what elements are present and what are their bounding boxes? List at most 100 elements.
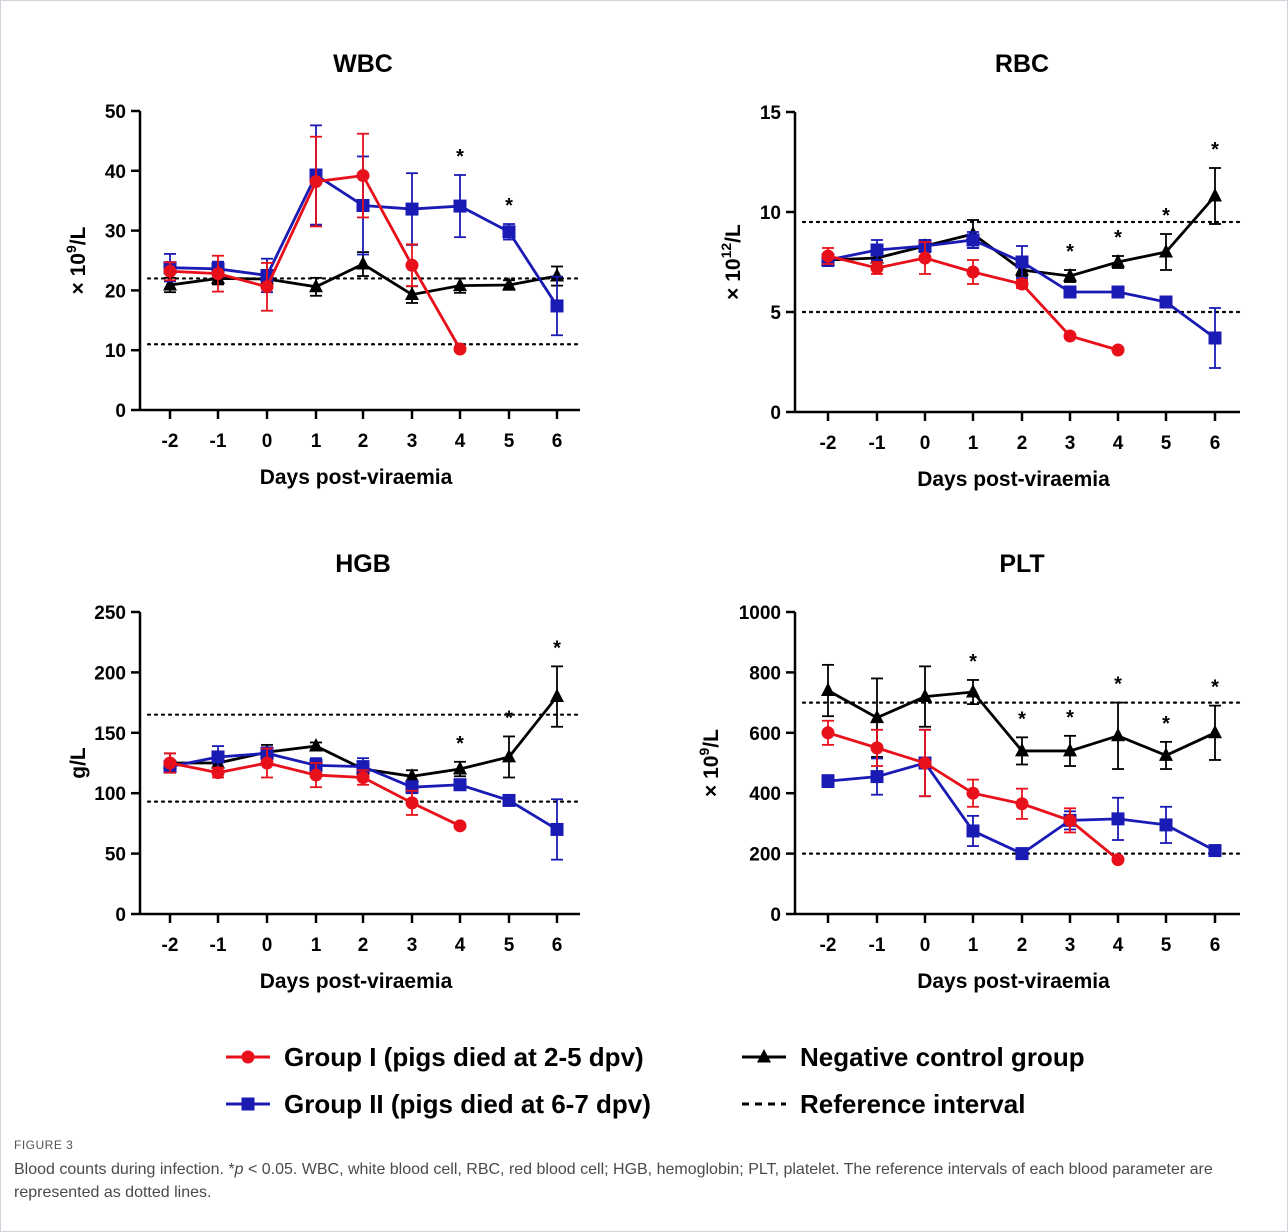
significance-mark: * (1211, 139, 1219, 161)
data-point (1063, 329, 1077, 343)
data-point (821, 726, 835, 740)
significance-mark: * (1211, 677, 1219, 699)
data-point (309, 175, 323, 189)
x-tick-label: 1 (311, 431, 322, 452)
data-point (1111, 853, 1125, 867)
data-point (309, 278, 323, 293)
y-tick-label: 600 (749, 724, 781, 745)
data-point (211, 267, 225, 281)
data-point (453, 199, 467, 213)
data-point (1111, 727, 1125, 742)
y-tick-label: 0 (115, 401, 126, 422)
legend-item-group1: Group I (pigs died at 2-5 dpv) (226, 1042, 644, 1072)
x-tick-label: 4 (1113, 935, 1124, 956)
data-point (870, 709, 884, 724)
y-tick-label: 0 (770, 403, 781, 424)
chart-panel-plt: PLT 0 200 400 600 800 1000 -2 -1 0 1 2 3 4 5 6 Days post… (696, 550, 1242, 993)
data-point (356, 169, 370, 183)
x-tick-label: 6 (1210, 433, 1221, 454)
x-tick-label: 4 (455, 431, 466, 452)
significance-mark: * (456, 146, 464, 168)
data-point (1111, 285, 1125, 299)
x-tick-label: 0 (262, 935, 273, 956)
data-point (502, 276, 516, 291)
data-point (260, 280, 274, 294)
data-point (550, 267, 564, 282)
data-point (453, 760, 467, 775)
y-tick-label: 250 (94, 603, 126, 624)
x-tick-label: 0 (262, 431, 273, 452)
legend-label: Group I (pigs died at 2-5 dpv) (284, 1042, 644, 1072)
data-point (870, 261, 884, 275)
data-point (821, 682, 835, 696)
data-point (1208, 844, 1222, 858)
data-point (163, 276, 177, 291)
y-tick-label: 20 (105, 281, 126, 302)
legend-marker (757, 1048, 771, 1063)
x-tick-label: 3 (407, 431, 418, 452)
x-tick-label: 2 (358, 935, 369, 956)
legend: Group I (pigs died at 2-5 dpv) Group II (… (226, 1042, 1085, 1119)
data-point (1063, 813, 1077, 827)
data-point (966, 233, 980, 247)
data-point (453, 819, 467, 833)
data-point (453, 277, 467, 292)
y-label-unit: /L (722, 224, 745, 243)
x-tick-label: 5 (1161, 433, 1172, 454)
data-point (309, 768, 323, 782)
data-point (1015, 255, 1029, 269)
y-label-exponent: 9 (63, 245, 79, 253)
x-tick-label: 5 (504, 935, 515, 956)
data-point (870, 741, 884, 755)
x-tick-label: -1 (869, 433, 886, 454)
legend-marker (241, 1097, 255, 1111)
data-point (356, 770, 370, 784)
legend-label: Group II (pigs died at 6-7 dpv) (284, 1089, 651, 1119)
x-tick-label: 1 (968, 935, 979, 956)
x-tick-label: 5 (504, 431, 515, 452)
x-tick-label: 1 (968, 433, 979, 454)
data-point (309, 738, 323, 752)
data-point (1208, 331, 1222, 345)
y-tick-label: 200 (749, 845, 781, 866)
data-point (550, 822, 564, 836)
y-tick-label: 5 (770, 303, 781, 324)
data-point (966, 683, 980, 698)
data-point (405, 258, 419, 272)
y-tick-label: 0 (115, 905, 126, 926)
significance-mark: * (553, 637, 561, 659)
y-label-base: × 10 (700, 756, 723, 797)
y-axis-label: × 109/L (63, 226, 90, 294)
data-point (453, 778, 467, 792)
x-tick-label: 0 (920, 433, 931, 454)
significance-mark: * (1114, 227, 1122, 249)
legend-marker (241, 1050, 255, 1064)
legend-item-reference: Reference interval (742, 1089, 1025, 1119)
data-point (918, 251, 932, 265)
data-point (163, 756, 177, 770)
series-group2 (163, 745, 564, 861)
x-tick-label: -1 (210, 935, 227, 956)
y-tick-label: 150 (94, 724, 126, 745)
data-point (1159, 243, 1173, 258)
y-tick-label: 100 (94, 784, 126, 805)
chart-panel-hgb: HGB 0 50 100 150 200 250 -2 -1 0 1 2 3 4 5 6 Days post-v… (67, 550, 582, 993)
data-point (1015, 277, 1029, 291)
data-point (1208, 187, 1222, 202)
data-point (550, 688, 564, 703)
y-label-base: × 10 (722, 258, 745, 299)
x-tick-label: 6 (1210, 935, 1221, 956)
data-point (870, 770, 884, 784)
significance-mark: * (1162, 205, 1170, 227)
x-tick-label: 4 (1113, 433, 1124, 454)
x-tick-label: 3 (407, 935, 418, 956)
data-point (966, 265, 980, 279)
data-point (502, 793, 516, 807)
x-axis-label: Days post-viraemia (917, 970, 1110, 993)
data-point (1159, 295, 1173, 309)
series-group1 (821, 719, 1125, 867)
figure-label: FIGURE 3 (14, 1138, 74, 1152)
x-tick-label: -2 (162, 935, 179, 956)
y-tick-label: 200 (94, 663, 126, 684)
caption-text: Blood counts during infection. *p < 0.05… (14, 1158, 1274, 1204)
